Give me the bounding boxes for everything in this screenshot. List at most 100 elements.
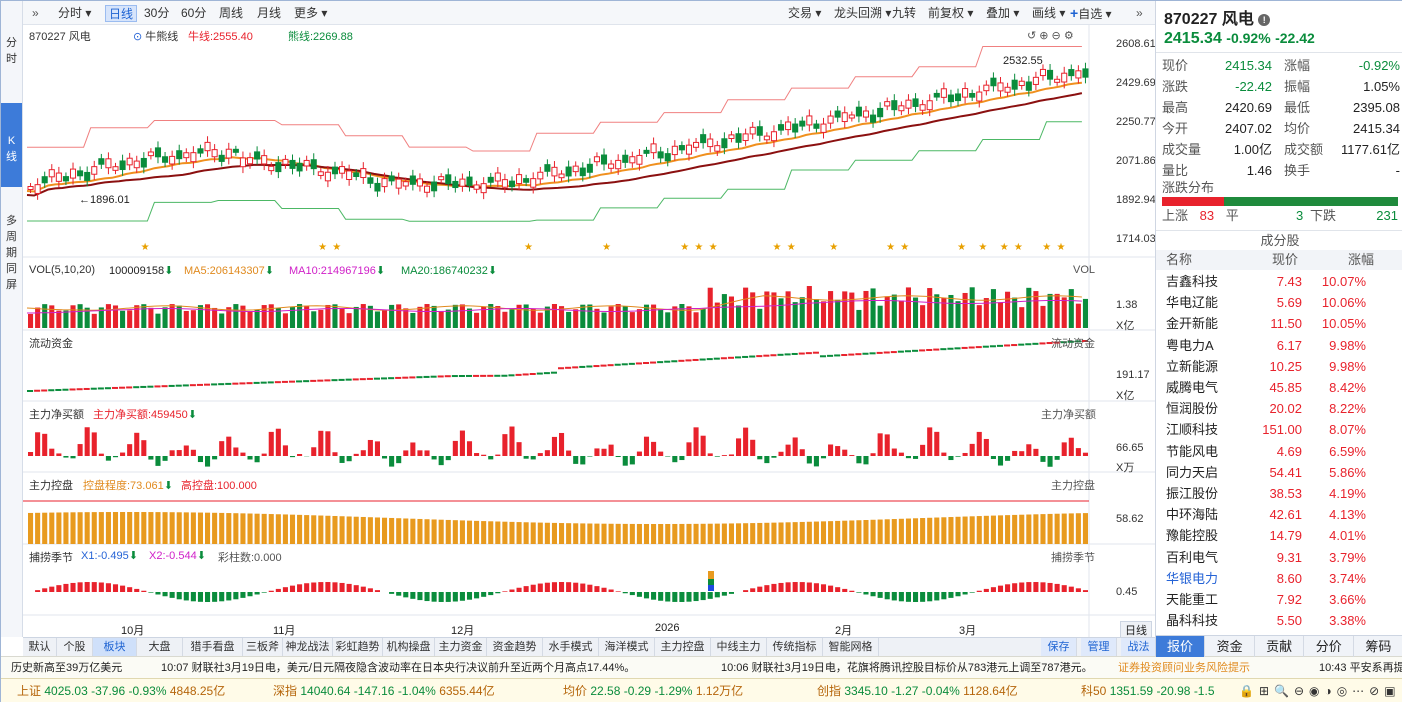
ticker-item[interactable]: 深指 14040.64 -147.16 -1.04% 6355.44亿 (273, 684, 495, 698)
indicator-tab[interactable]: 海洋模式 (599, 638, 655, 657)
indicator-tab[interactable]: 彩虹趋势 (333, 638, 383, 657)
component-row[interactable]: 立新能源 10.25 9.98% (1166, 358, 1366, 374)
component-row[interactable]: 晶科科技 5.50 3.38% (1166, 613, 1366, 629)
net-bar (254, 456, 260, 463)
expand-icon[interactable]: » (32, 6, 39, 20)
volume-bar (778, 298, 784, 328)
indicator-action-button[interactable]: 保存 (1041, 638, 1077, 657)
indicator-tab[interactable]: 资金趋势 (487, 638, 543, 657)
toolbar-daily[interactable]: 日线 (105, 5, 138, 22)
component-row[interactable]: 华银电力 8.60 3.74% (1166, 570, 1366, 586)
indicator-select[interactable]: ⊙ 牛熊线 (133, 31, 179, 43)
info-icon[interactable]: ! (1258, 13, 1271, 26)
net-bar (523, 456, 529, 459)
toolbar-forward-adjust[interactable]: 前复权 ▾ (928, 6, 974, 20)
toolbar-30min[interactable]: 30分 (144, 6, 170, 20)
component-row[interactable]: 吉鑫科技 7.43 10.07% (1166, 274, 1366, 289)
ticker-item[interactable]: 创指 3345.10 -1.27 -0.04% 1128.64亿 (817, 684, 1018, 698)
candle (126, 157, 133, 166)
indicator-tab[interactable]: 主力资金 (435, 638, 487, 657)
ticker-item[interactable]: 科50 1351.59 -20.98 -1.5 (1081, 684, 1215, 698)
indicator-tab[interactable]: 猎手看盘 (183, 638, 243, 657)
news-item[interactable]: 10:07 财联社3月19日电，美元/日元隔夜隐含波动率在日本央行决议前升至近两… (161, 662, 636, 674)
indicator-tab[interactable]: 机构操盘 (383, 638, 435, 657)
view-kline[interactable]: K 线 (1, 103, 22, 187)
toolbar-leader-review[interactable]: 龙头回溯 ▾ (834, 6, 892, 20)
component-row[interactable]: 江顺科技 151.00 8.07% (1166, 422, 1366, 438)
news-item[interactable]: 10:06 财联社3月19日电，花旗将腾讯控股目标价从783港元上调至787港元… (721, 662, 1093, 674)
quote-tab[interactable]: 筹码 (1354, 636, 1402, 657)
chart-icons[interactable]: ↺ ⊕ ⊖ ⚙ (1027, 30, 1074, 42)
volume-bar (1033, 291, 1039, 328)
candle (282, 158, 289, 165)
toolbar-watchlist[interactable]: +自选 ▾ (1070, 5, 1112, 21)
indicator-tab[interactable]: 默认 (23, 638, 57, 657)
net-bar (551, 436, 557, 456)
indicator-tab[interactable]: 水手模式 (543, 638, 599, 657)
component-row[interactable]: 天能重工 7.92 3.66% (1166, 592, 1366, 607)
news-item[interactable]: 历史新高至39万亿美元 (11, 662, 123, 674)
risk-notice-link[interactable]: 证券投资顾问业务风险提示 (1118, 662, 1250, 674)
component-row[interactable]: 中环海陆 42.61 4.13% (1166, 507, 1366, 523)
indicator-tab[interactable]: 大盘 (137, 638, 183, 657)
component-row[interactable]: 粤电力A 6.17 9.98% (1166, 337, 1366, 353)
toolbar-nine-turn[interactable]: 九转 (892, 6, 917, 20)
component-row[interactable]: 振江股份 38.53 4.19% (1166, 486, 1366, 501)
indicator-tab[interactable]: 个股 (57, 638, 93, 657)
flow-mark (664, 360, 671, 363)
toolbar-more[interactable]: 更多 ▾ (294, 6, 328, 20)
toolbar-timeshare[interactable]: 分时 ▾ (58, 6, 92, 20)
net-bar (353, 453, 359, 456)
view-multi-period[interactable]: 多 周 期 同 屏 (6, 215, 17, 291)
period-label[interactable]: 日线 (1120, 621, 1152, 639)
component-row[interactable]: 百利电气 9.31 3.79% (1166, 549, 1366, 565)
volume-bar (304, 305, 310, 328)
indicator-tab[interactable]: 传统指标 (767, 638, 823, 657)
quote-tab[interactable]: 分价 (1305, 636, 1354, 657)
collapse-right-icon[interactable]: » (1136, 6, 1143, 20)
ticker-tool-icons[interactable]: 🔒⊞🔍⊖◉◑◎⋯⊘▣ (1239, 684, 1401, 698)
component-row[interactable]: 节能风电 4.69 6.59% (1166, 443, 1366, 459)
component-row[interactable]: 同力天启 54.41 5.86% (1166, 464, 1366, 480)
indicator-action-button[interactable]: 管理 (1081, 638, 1117, 657)
news-item[interactable]: 10:43 平安系再提女 (1319, 662, 1402, 674)
control-bar (1075, 513, 1081, 544)
news-bar: 历史新高至39万亿美元 10:07 财联社3月19日电，美元/日元隔夜隐含波动率… (1, 656, 1402, 678)
component-row[interactable]: 豫能控股 14.79 4.01% (1166, 528, 1366, 544)
net-bar (884, 434, 890, 456)
indicator-tab[interactable]: 神龙战法 (283, 638, 333, 657)
toolbar-overlay[interactable]: 叠加 ▾ (986, 6, 1020, 20)
indicator-tab[interactable]: 中线主力 (711, 638, 767, 657)
view-timeshare[interactable]: 分 时 (6, 37, 17, 65)
toolbar-draw[interactable]: 画线 ▾ (1032, 6, 1066, 20)
toolbar-60min[interactable]: 60分 (181, 6, 207, 20)
toolbar-weekly[interactable]: 周线 (219, 6, 244, 20)
net-bar (382, 456, 388, 459)
indicator-tab[interactable]: 三板斧 (243, 638, 283, 657)
kline-chart-area[interactable]: ★ ★ ★ ★ ★ ★ ★ ★ ★ ★ ★ ★ ★ ★ ★ ★ ★ ★ ★ 870227 风电 ⊙ 牛熊线 牛线:2… (23, 25, 1156, 639)
catch-bar (1082, 590, 1088, 592)
indicator-action-button[interactable]: 战法 (1121, 638, 1157, 657)
component-row[interactable]: 金开新能 11.50 10.05% (1166, 316, 1366, 332)
net-bar (849, 455, 855, 456)
component-row[interactable]: 恒润股份 20.02 8.22% (1166, 401, 1366, 417)
indicator-tab[interactable]: 智能网格 (823, 638, 879, 657)
flow-mark (1004, 344, 1011, 347)
quote-tab[interactable]: 资金 (1206, 636, 1255, 657)
component-row[interactable]: 威腾电气 45.85 8.42% (1166, 380, 1366, 395)
volume-bar (714, 302, 720, 328)
quote-tab[interactable]: 报价 (1156, 636, 1205, 657)
volume-bar (35, 307, 41, 328)
indicator-tab[interactable]: 主力控盘 (655, 638, 711, 657)
indicator-tab[interactable]: 板块 (93, 638, 137, 657)
ticker-item[interactable]: 上证 4025.03 -37.96 -0.93% 4848.25亿 (17, 684, 226, 698)
toolbar-trade[interactable]: 交易 ▾ (788, 6, 822, 20)
volume-bar (268, 304, 274, 328)
quote-tab[interactable]: 贡献 (1255, 636, 1305, 657)
toolbar-monthly[interactable]: 月线 (257, 6, 282, 20)
component-row[interactable]: 华电辽能 5.69 10.06% (1166, 295, 1366, 311)
candle (855, 106, 862, 117)
catch-bar (268, 590, 274, 592)
ticker-item[interactable]: 均价 22.58 -0.29 -1.29% 1.12万亿 (563, 684, 744, 698)
volume-bar (98, 307, 104, 328)
